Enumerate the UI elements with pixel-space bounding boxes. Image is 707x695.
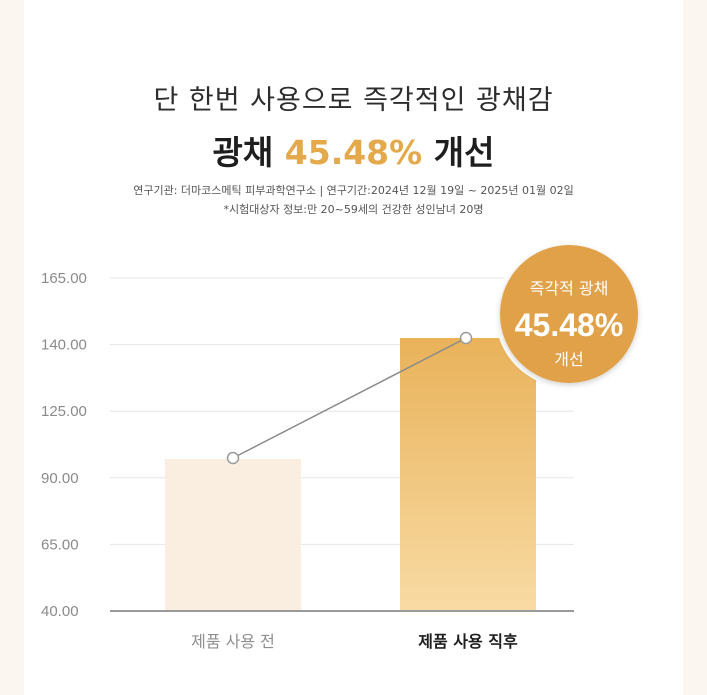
- badge-top-text: 즉각적 광채: [530, 279, 609, 298]
- point-after: [459, 331, 473, 345]
- improvement-badge: 즉각적 광채 45.48% 개선: [495, 240, 643, 388]
- y-tick-label: 140.00: [41, 337, 87, 354]
- headline: 단 한번 사용으로 즉각적인 광채감: [153, 85, 554, 116]
- badge-circle: [500, 245, 638, 383]
- improvement-percent: 45.48%: [284, 133, 423, 172]
- bar-before-use: [165, 459, 301, 611]
- x-category-label: 제품 사용 전: [191, 632, 275, 651]
- trend-connector-line: [232, 337, 467, 459]
- improvement-prefix: 광채: [212, 133, 285, 172]
- y-tick-label: 125.00: [41, 403, 87, 420]
- y-tick-label: 65.00: [41, 536, 79, 553]
- y-tick-label: 90.00: [41, 470, 79, 487]
- improvement-headline: 광채 45.48% 개선: [0, 126, 707, 174]
- badge-bottom-text: 개선: [554, 350, 583, 369]
- x-category-label: 제품 사용 직후: [418, 632, 518, 651]
- study-info: 연구기관: 더마코스메틱 피부과학연구소 | 연구기간:2024년 12월 19…: [133, 184, 574, 197]
- y-tick-label: 40.00: [41, 603, 79, 620]
- bar-after-use: [400, 338, 536, 611]
- subject-info: *시험대상자 정보:만 20~59세의 건강한 성인남녀 20명: [223, 203, 484, 216]
- badge-value: 45.48%: [515, 307, 624, 343]
- y-tick-label: 165.00: [41, 270, 87, 287]
- point-before: [226, 451, 240, 465]
- improvement-suffix: 개선: [422, 133, 495, 172]
